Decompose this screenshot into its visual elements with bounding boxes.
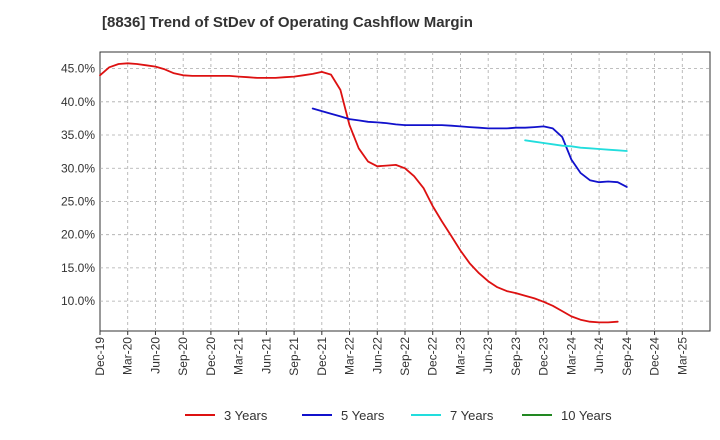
x-tick-label: Sep-24 [620, 337, 634, 376]
legend-label-3-years: 3 Years [224, 408, 268, 423]
x-tick-label: Mar-23 [453, 337, 467, 375]
y-tick-label: 30.0% [61, 161, 95, 175]
x-tick-label: Jun-22 [370, 337, 384, 374]
x-tick-label: Sep-23 [509, 337, 523, 376]
x-tick-label: Mar-21 [232, 337, 246, 375]
y-tick-label: 25.0% [61, 194, 95, 208]
x-tick-label: Dec-22 [426, 337, 440, 376]
x-tick-label: Sep-21 [287, 337, 301, 376]
x-tick-label: Jun-23 [481, 337, 495, 374]
series-line-7-years [524, 139, 628, 152]
x-tick-label: Mar-25 [675, 337, 689, 375]
y-tick-label: 35.0% [61, 128, 95, 142]
x-tick-label: Mar-20 [121, 337, 135, 375]
x-tick-label: Sep-20 [176, 337, 190, 376]
x-tick-label: Dec-19 [93, 337, 107, 376]
x-tick-label: Jun-21 [259, 337, 273, 374]
x-tick-label: Dec-20 [204, 337, 218, 376]
legend-label-5-years: 5 Years [341, 408, 385, 423]
series-line-3-years [99, 62, 619, 324]
legend-label-7-years: 7 Years [450, 408, 494, 423]
x-tick-label: Dec-23 [537, 337, 551, 376]
legend-label-10-years: 10 Years [561, 408, 612, 423]
x-tick-label: Dec-21 [315, 337, 329, 376]
x-tick-label: Mar-22 [343, 337, 357, 375]
x-tick-label: Dec-24 [648, 337, 662, 376]
chart-title: [8836] Trend of StDev of Operating Cashf… [102, 14, 473, 31]
y-tick-label: 10.0% [61, 294, 95, 308]
y-tick-label: 20.0% [61, 228, 95, 242]
x-tick-label: Sep-22 [398, 337, 412, 376]
x-tick-label: Jun-24 [592, 337, 606, 374]
x-tick-label: Jun-20 [148, 337, 162, 374]
y-tick-label: 45.0% [61, 62, 95, 76]
y-tick-label: 15.0% [61, 261, 95, 275]
y-tick-label: 40.0% [61, 95, 95, 109]
x-tick-label: Mar-24 [564, 337, 578, 375]
series-line-5-years [311, 107, 628, 188]
